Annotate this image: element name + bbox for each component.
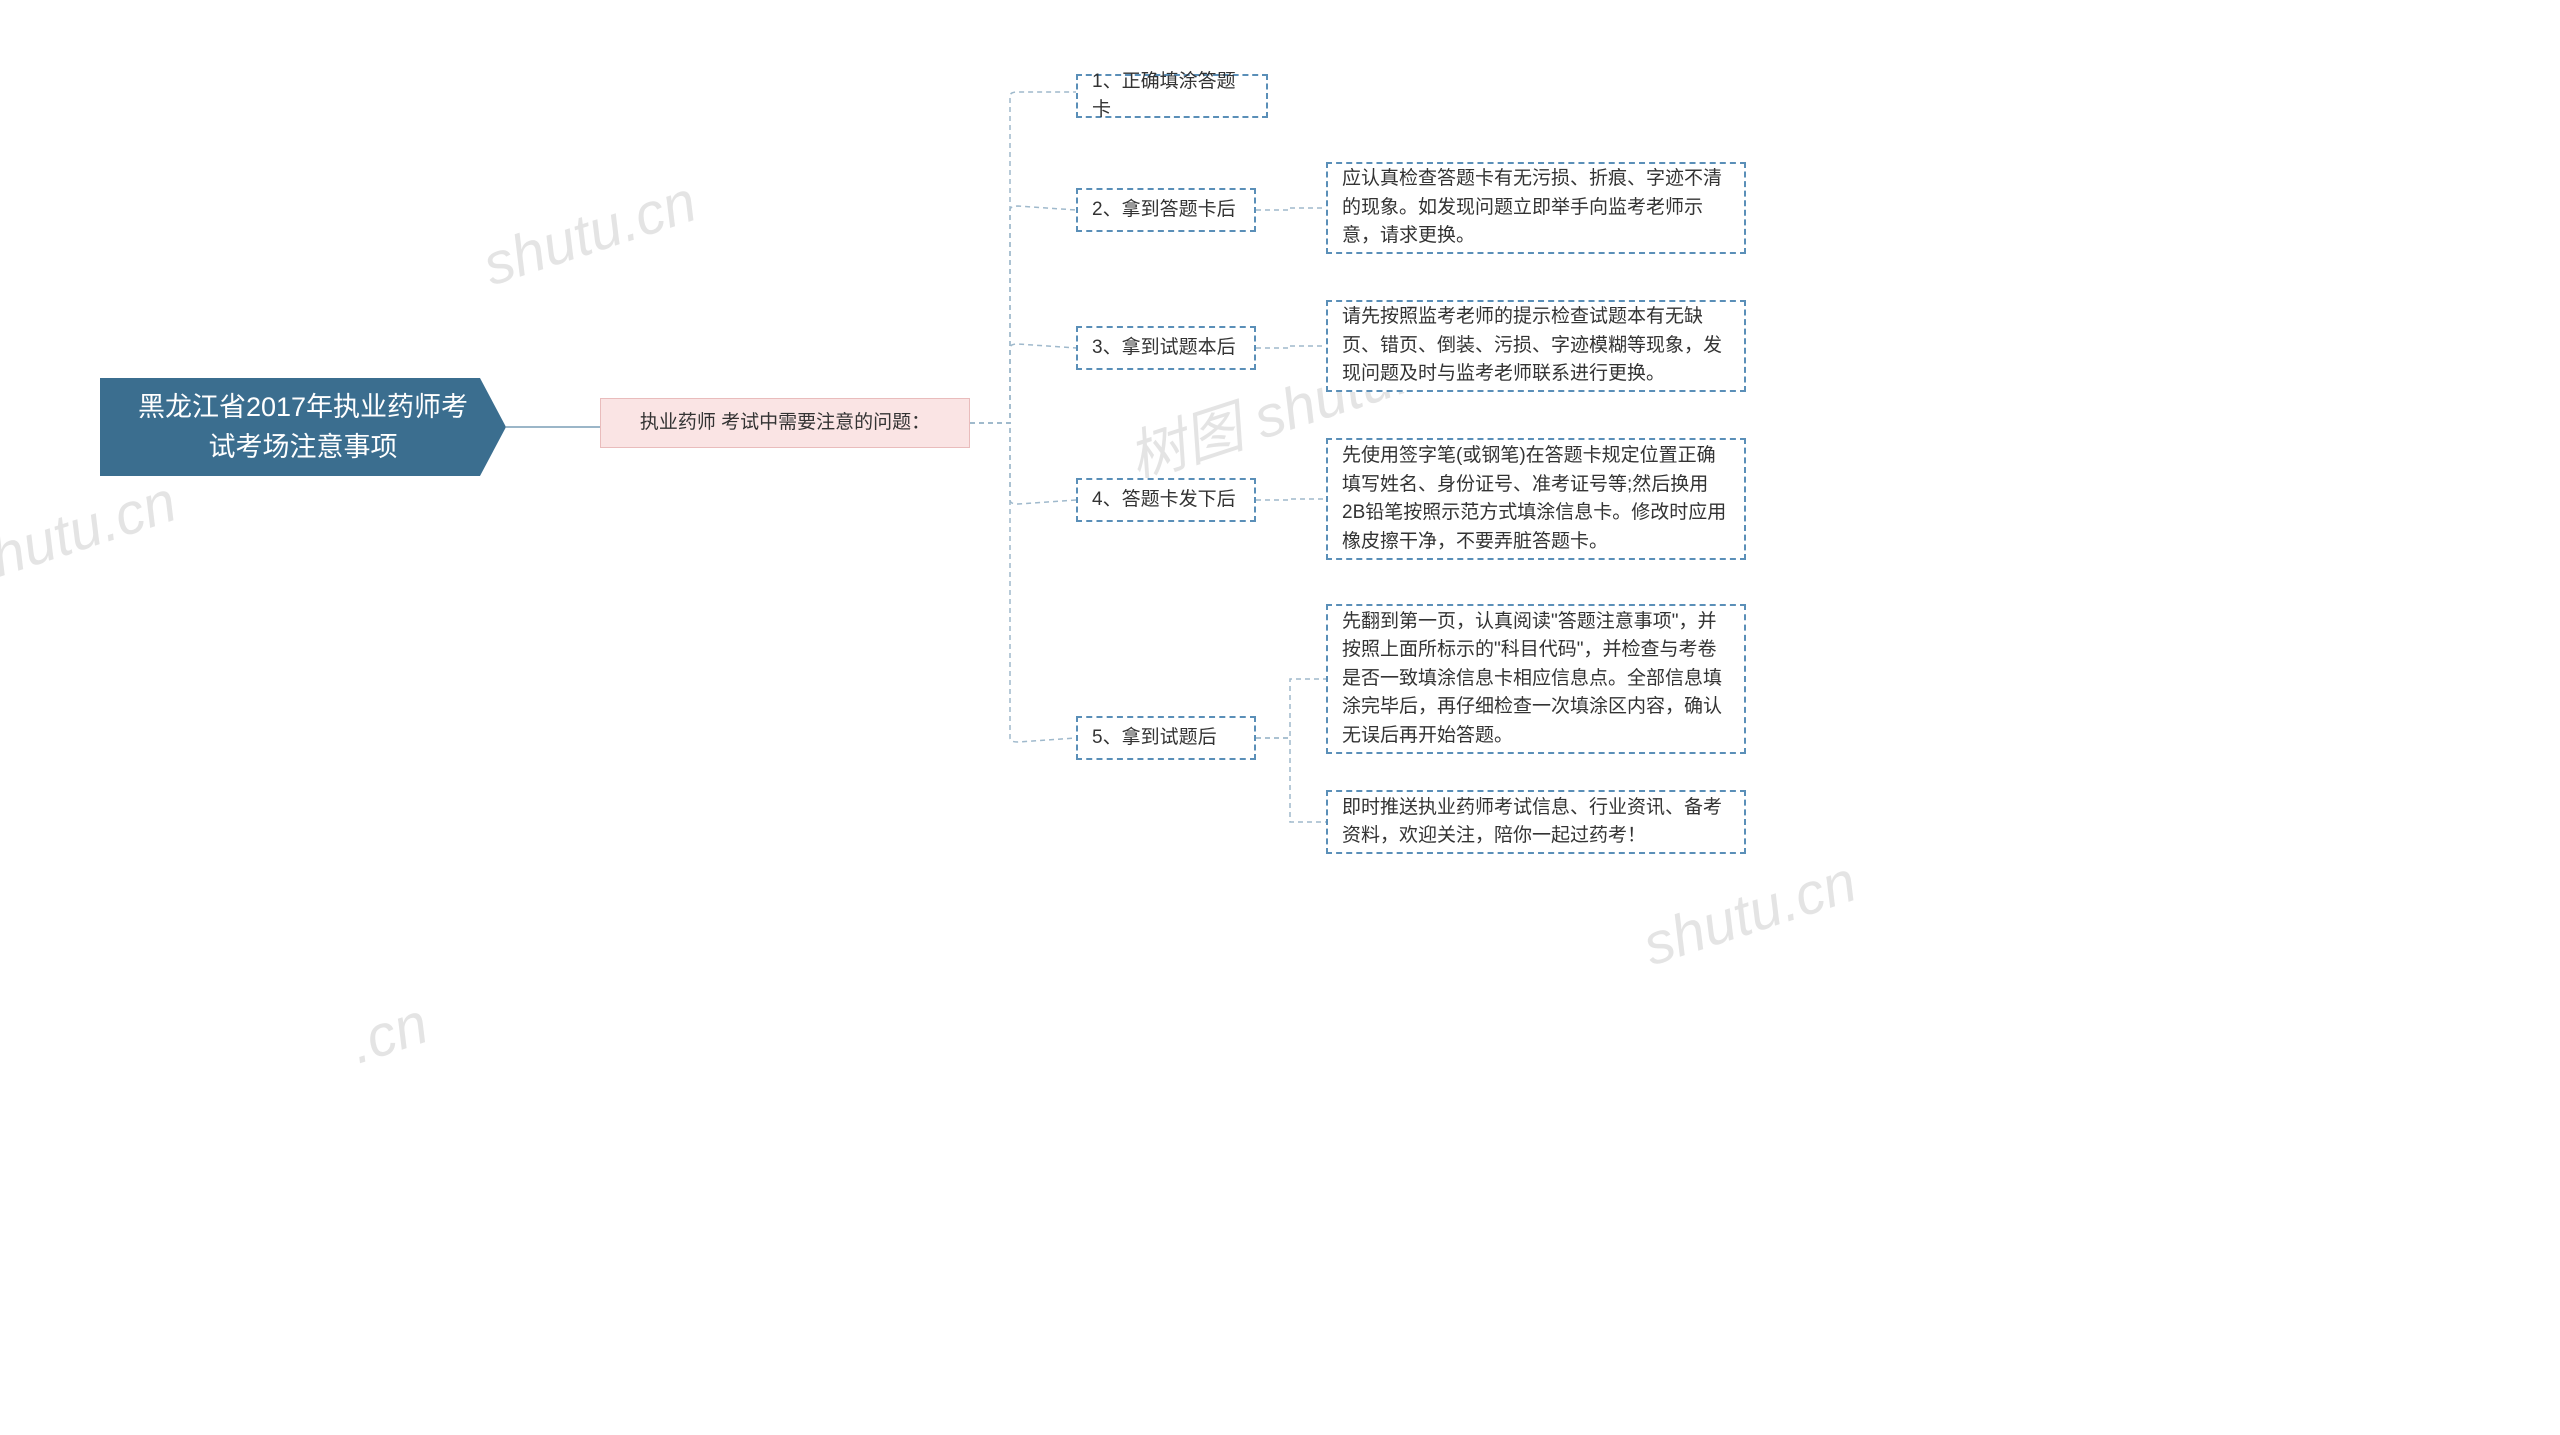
watermark: shutu.cn <box>475 168 704 299</box>
level3-node-0: 应认真检查答题卡有无污损、折痕、字迹不清的现象。如发现问题立即举手向监考老师示意… <box>1326 162 1746 254</box>
level2-label: 5、拿到试题后 <box>1092 724 1217 753</box>
level2-node-1: 2、拿到答题卡后 <box>1076 188 1256 232</box>
level2-label: 2、拿到答题卡后 <box>1092 196 1236 225</box>
connector-lines <box>0 0 2560 1435</box>
level2-label: 1、正确填涂答题卡 <box>1092 68 1252 125</box>
watermark: .cn <box>342 990 436 1078</box>
level2-node-0: 1、正确填涂答题卡 <box>1076 74 1268 118</box>
level3-node-2: 先使用签字笔(或钢笔)在答题卡规定位置正确填写姓名、身份证号、准考证号等;然后换… <box>1326 438 1746 560</box>
level2-node-3: 4、答题卡发下后 <box>1076 478 1256 522</box>
watermark: shutu.cn <box>1635 848 1864 979</box>
level2-node-2: 3、拿到试题本后 <box>1076 326 1256 370</box>
level2-label: 3、拿到试题本后 <box>1092 334 1236 363</box>
level3-node-4: 即时推送执业药师考试信息、行业资讯、备考资料，欢迎关注，陪你一起过药考！ <box>1326 790 1746 854</box>
level3-label: 先使用签字笔(或钢笔)在答题卡规定位置正确填写姓名、身份证号、准考证号等;然后换… <box>1342 442 1730 556</box>
level3-label: 即时推送执业药师考试信息、行业资讯、备考资料，欢迎关注，陪你一起过药考！ <box>1342 794 1730 851</box>
level2-label: 4、答题卡发下后 <box>1092 486 1236 515</box>
level2-node-4: 5、拿到试题后 <box>1076 716 1256 760</box>
level1-node: 执业药师 考试中需要注意的问题： <box>600 398 970 448</box>
level3-label: 先翻到第一页，认真阅读"答题注意事项"，并按照上面所标示的"科目代码"，并检查与… <box>1342 608 1730 751</box>
level3-node-1: 请先按照监考老师的提示检查试题本有无缺页、错页、倒装、污损、字迹模糊等现象，发现… <box>1326 300 1746 392</box>
level3-label: 请先按照监考老师的提示检查试题本有无缺页、错页、倒装、污损、字迹模糊等现象，发现… <box>1342 303 1730 389</box>
level1-label: 执业药师 考试中需要注意的问题： <box>640 409 930 438</box>
root-node: 黑龙江省2017年执业药师考试考场注意事项 <box>100 378 506 476</box>
watermark: shutu.cn <box>0 468 184 599</box>
level3-label: 应认真检查答题卡有无污损、折痕、字迹不清的现象。如发现问题立即举手向监考老师示意… <box>1342 165 1730 251</box>
level3-node-3: 先翻到第一页，认真阅读"答题注意事项"，并按照上面所标示的"科目代码"，并检查与… <box>1326 604 1746 754</box>
root-label: 黑龙江省2017年执业药师考试考场注意事项 <box>128 387 478 468</box>
